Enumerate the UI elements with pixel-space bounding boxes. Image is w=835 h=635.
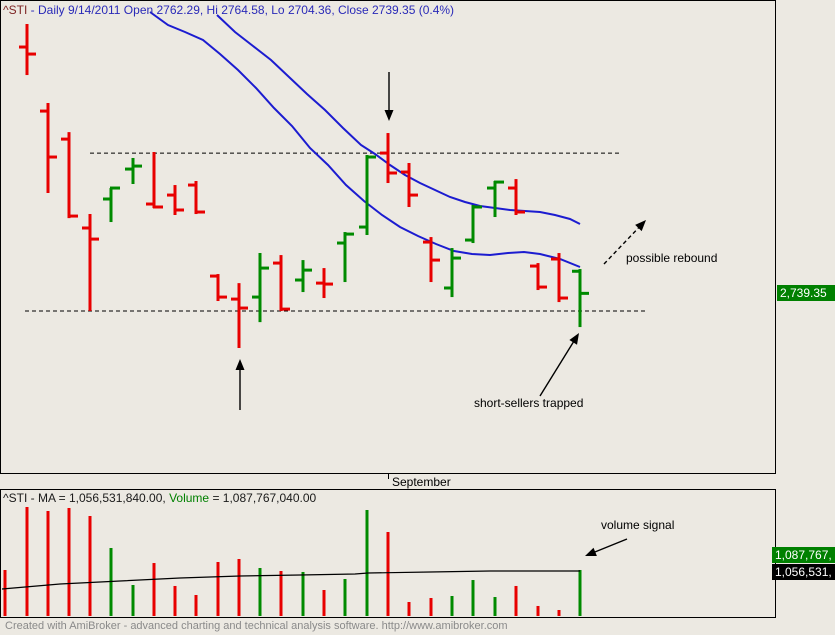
ticker-symbol: ^STI	[3, 3, 28, 17]
price-pane	[0, 0, 776, 474]
volume-ma-value: ^STI - MA = 1,056,531,840.00,	[3, 491, 170, 505]
volume-pane-title: ^STI - MA = 1,056,531,840.00, Volume = 1…	[3, 491, 316, 505]
annotation-short-sellers-trapped: short-sellers trapped	[474, 396, 584, 410]
volume-label: Volume	[169, 491, 210, 505]
volume-chart-canvas[interactable]	[0, 489, 776, 618]
month-label: September	[392, 475, 451, 489]
month-tick	[388, 474, 389, 479]
annotation-possible-rebound: possible rebound	[626, 251, 718, 265]
volume-value: = 1,087,767,040.00	[209, 491, 317, 505]
chart-title: ^STI - Daily 9/14/2011 Open 2762.29, Hi …	[3, 3, 454, 17]
price-chart-canvas[interactable]	[0, 0, 776, 474]
annotation-volume-signal: volume signal	[601, 518, 675, 532]
last-close-price-badge: 2,739.35	[777, 285, 835, 301]
ohlc-summary: - Daily 9/14/2011 Open 2762.29, Hi 2764.…	[27, 3, 455, 17]
footer-credit: Created with AmiBroker - advanced charti…	[5, 620, 508, 632]
volume-ma-badge: 1,056,531,	[772, 564, 835, 580]
last-volume-badge: 1,087,767,	[772, 547, 835, 563]
